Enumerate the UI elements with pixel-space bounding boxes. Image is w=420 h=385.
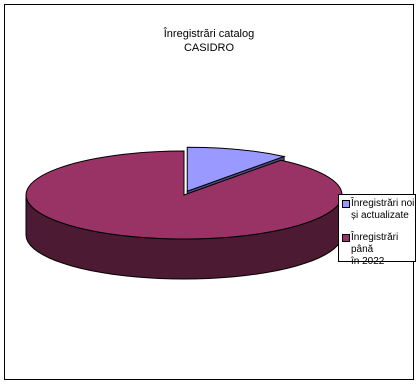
chart-title: Înregistrări catalog CASIDRO [5, 27, 413, 55]
legend-label-new-line-1: Înregistrări noi [351, 198, 415, 209]
legend-swatch-new [342, 200, 350, 208]
chart-title-line-1: Înregistrări catalog [163, 28, 255, 40]
legend-swatch-until-2022 [342, 234, 350, 242]
chart-title-line-2: CASIDRO [183, 42, 235, 54]
legend-label-until-2022-line-2: în 2022 [351, 256, 385, 267]
pie-slice-1 [25, 150, 343, 240]
chart-legend: Înregistrări noi și actualizate Înregist… [338, 194, 416, 267]
legend-label-new-line-2: și actualizate [351, 210, 409, 221]
pie-slice-0 [186, 146, 286, 192]
legend-label-until-2022-line-1: Înregistrări până [351, 232, 399, 255]
